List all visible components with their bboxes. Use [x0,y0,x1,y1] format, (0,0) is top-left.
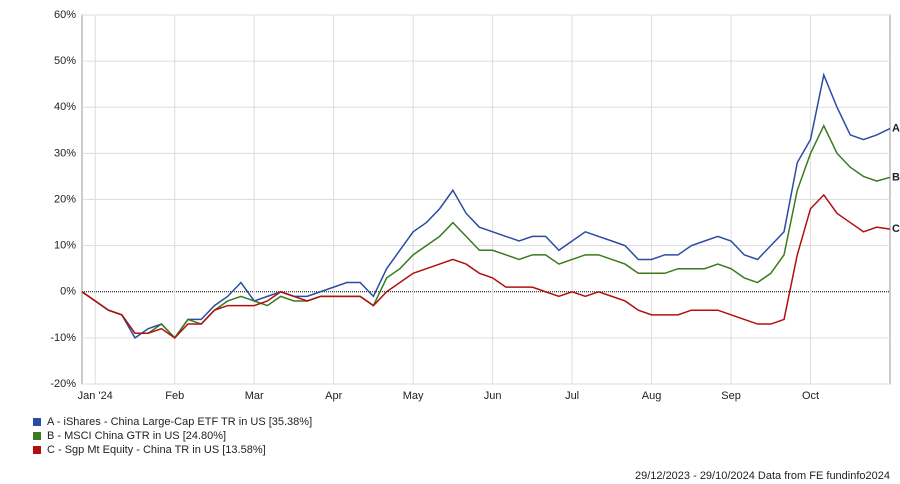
x-tick-label: Oct [802,390,819,402]
x-tick-label: Feb [165,390,184,402]
end-label: C [892,223,900,235]
y-tick-label: 0% [60,286,76,298]
x-tick-label: May [403,390,424,402]
legend-swatch [33,446,41,454]
legend-label: A - iShares - China Large-Cap ETF TR in … [47,416,312,428]
y-tick-label: -20% [50,378,76,390]
footer: 29/12/2023 - 29/10/2024 Data from FE fun… [635,470,890,482]
y-tick-label: 60% [54,9,76,21]
legend-swatch [33,418,41,426]
legend-label: B - MSCI China GTR in US [24.80%] [47,430,226,442]
legend-label: C - Sgp Mt Equity - China TR in US [13.5… [47,444,266,456]
x-tick-label: Apr [325,390,342,402]
end-label: A [892,122,900,134]
x-tick-label: Jan '24 [78,390,113,402]
series-line [81,123,891,340]
x-tick-label: Jun [484,390,502,402]
y-tick-label: 50% [54,55,76,67]
y-tick-label: -10% [50,332,76,344]
x-tick-label: Aug [642,390,662,402]
x-tick-label: Jul [565,390,579,402]
x-tick-label: Sep [721,390,741,402]
legend-swatch [33,432,41,440]
y-tick-label: 30% [54,147,76,159]
y-tick-label: 40% [54,101,76,113]
y-tick-label: 10% [54,240,76,252]
y-tick-label: 20% [54,193,76,205]
series-line [81,193,891,339]
x-tick-label: Mar [245,390,264,402]
end-label: B [892,171,900,183]
series-line [81,72,891,340]
